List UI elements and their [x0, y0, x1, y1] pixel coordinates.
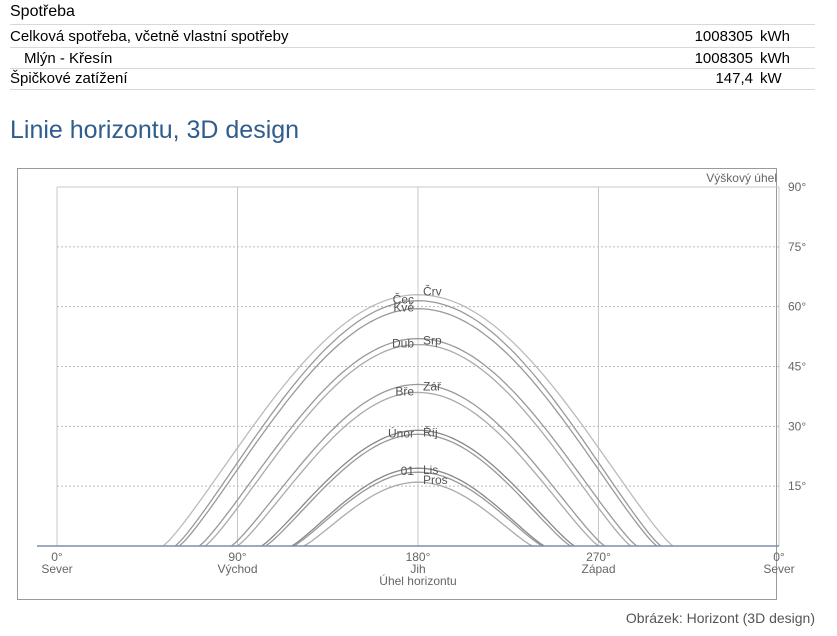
- row-value: 1008305: [694, 50, 753, 67]
- x-axis-label: Úhel horizontu: [379, 573, 456, 588]
- sun-path-črv: [162, 294, 674, 547]
- consumption-row: Špičkové zatížení 147,4 kW: [10, 68, 815, 89]
- sun-path-bře: [237, 391, 599, 547]
- x-tick-direction: Východ: [217, 562, 257, 576]
- consumption-row: Mlýn - Křesín 1008305 kWh: [10, 48, 815, 69]
- divider: [10, 68, 815, 69]
- row-value: 1008305: [694, 28, 753, 45]
- row-label: Špičkové zatížení: [10, 70, 128, 87]
- x-tick-degree: 270°: [586, 550, 611, 564]
- y-tick-label: 45°: [788, 360, 806, 374]
- x-tick-direction: Západ: [581, 562, 615, 576]
- month-label: Bře: [395, 384, 414, 398]
- month-label: Srp: [423, 334, 442, 348]
- month-label: Zář: [423, 379, 442, 393]
- month-label: Čec: [393, 292, 414, 307]
- row-value: 147,4: [715, 70, 753, 87]
- x-tick-direction: Jih: [410, 562, 425, 576]
- sun-path-čec: [174, 300, 662, 547]
- y-tick-label: 15°: [788, 479, 806, 493]
- month-label: Říj: [423, 424, 438, 439]
- y-tick-label: 75°: [788, 240, 806, 254]
- row-unit: kWh: [760, 28, 790, 45]
- sun-path-01: [293, 471, 543, 547]
- month-label: 01: [401, 464, 415, 478]
- sun-path-kvě: [178, 308, 658, 547]
- divider: [10, 89, 815, 90]
- x-tick-direction: Sever: [41, 562, 72, 576]
- x-tick-degree: 180°: [406, 550, 431, 564]
- month-label: Únor: [388, 425, 414, 440]
- row-unit: kWh: [760, 50, 790, 67]
- month-label: Črv: [423, 284, 442, 299]
- section-title: Linie horizontu, 3D design: [10, 116, 300, 144]
- x-tick-degree: 0°: [51, 550, 63, 564]
- sun-path-pros: [303, 481, 533, 547]
- x-tick-degree: 0°: [773, 550, 785, 564]
- divider: [10, 24, 815, 25]
- y-tick-label: 30°: [788, 419, 806, 433]
- row-label: Mlýn - Křesín: [24, 50, 113, 67]
- horizon-chart: Čec Črv Kvě Srp Dub Zář Bře Říj Únor Lis 01 Pros 15°…: [17, 168, 806, 600]
- month-label: Kvě: [393, 301, 414, 315]
- row-label: Celková spotřeba, včetně vlastní spotřeb…: [10, 28, 289, 45]
- x-tick-direction: Sever: [763, 562, 794, 576]
- sun-path-lis: [291, 467, 545, 547]
- divider: [10, 47, 815, 48]
- consumption-row: Celková spotřeba, včetně vlastní spotřeb…: [10, 26, 815, 47]
- y-tick-label: 60°: [788, 300, 806, 314]
- sun-path-dub: [204, 343, 632, 547]
- chart-frame: [17, 168, 777, 600]
- x-tick-degree: 90°: [228, 550, 246, 564]
- sun-path-říj: [261, 429, 575, 547]
- month-label: Pros: [423, 473, 448, 487]
- consumption-heading: Spotřeba: [10, 3, 75, 20]
- figure-caption: Obrázek: Horizont (3D design): [625, 610, 815, 626]
- sun-path-únor: [265, 433, 571, 547]
- sun-path-zář: [231, 383, 605, 547]
- row-unit: kW: [760, 70, 782, 87]
- y-axis-label: Výškový úhel: [706, 171, 777, 185]
- month-label: Dub: [392, 337, 414, 351]
- sun-path-srp: [198, 337, 638, 547]
- month-label: Lis: [423, 463, 438, 477]
- y-tick-label: 90°: [788, 180, 806, 194]
